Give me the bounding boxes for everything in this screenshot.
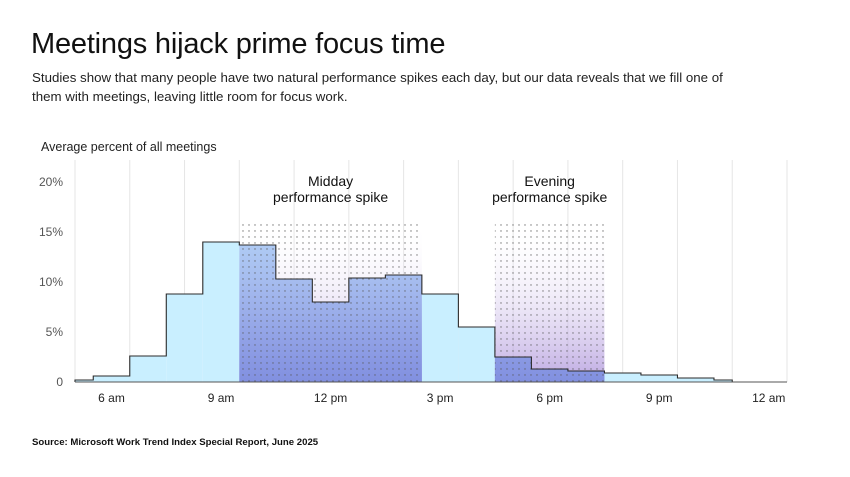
x-tick-label: 6 pm	[536, 391, 563, 405]
y-tick-label: 0	[56, 375, 63, 389]
bar	[640, 375, 678, 382]
bar	[166, 294, 203, 382]
outline-layer	[74, 241, 787, 383]
highlight-label-line2: performance spike	[273, 189, 388, 205]
x-tick-label: 9 pm	[646, 391, 673, 405]
highlight-label-line2: performance spike	[492, 189, 607, 205]
bar	[93, 376, 130, 382]
x-tick-label: 3 pm	[427, 391, 454, 405]
bar	[604, 373, 641, 382]
highlight-label-line1: Evening	[524, 173, 575, 189]
step-outline	[74, 241, 787, 383]
bar	[129, 356, 167, 382]
page-title: Meetings hijack prime focus time	[31, 28, 446, 60]
axis-layer: 0 5% 10% 15% 20% 6 am 9 am 12 pm 3 pm 6 pm 9 pm 12 …	[39, 175, 787, 405]
bar	[421, 294, 459, 382]
bar	[75, 380, 94, 382]
page-subtitle: Studies show that many people have two n…	[32, 70, 723, 104]
source-note: Source: Microsoft Work Trend Index Speci…	[32, 437, 319, 448]
highlight-label-line1: Midday	[308, 173, 353, 189]
y-tick-label: 5%	[46, 325, 64, 339]
x-tick-label: 12 am	[752, 391, 785, 405]
y-tick-label: 10%	[39, 275, 63, 289]
y-tick-label: 20%	[39, 175, 63, 189]
x-tick-label: 6 am	[98, 391, 125, 405]
highlight-dots	[494, 222, 605, 382]
x-tick-label: 9 am	[208, 391, 235, 405]
bar	[458, 327, 495, 382]
y-tick-label: 15%	[39, 225, 63, 239]
x-tick-label: 12 pm	[314, 391, 347, 405]
bar	[677, 378, 714, 382]
bar	[202, 242, 240, 382]
y-axis-label: Average percent of all meetings	[41, 140, 217, 154]
bar	[713, 380, 733, 382]
